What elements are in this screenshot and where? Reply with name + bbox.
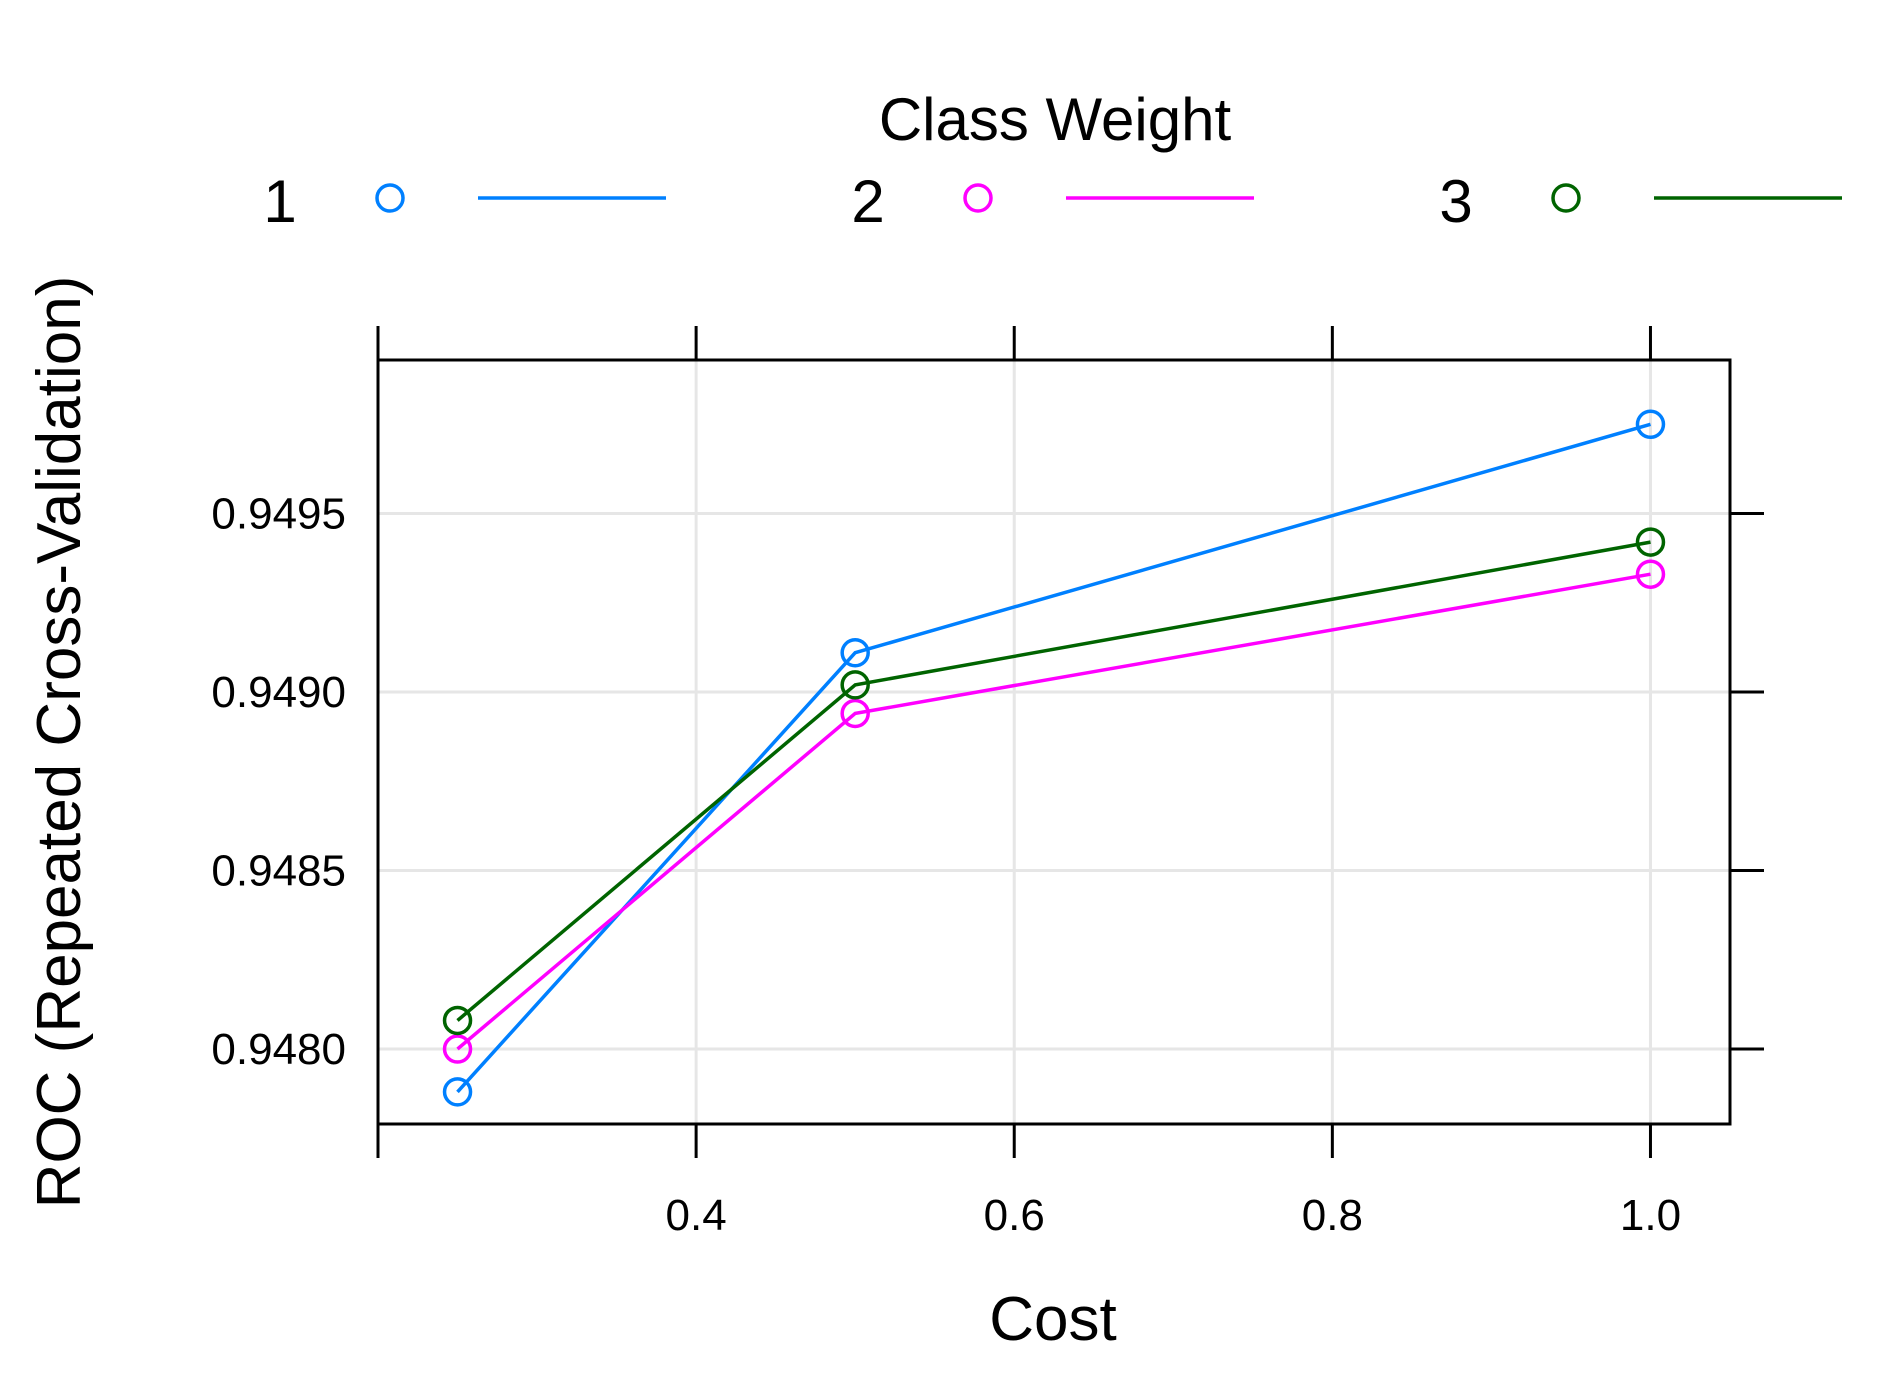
series-line-1	[456, 422, 1651, 1094]
y-tick-label: 0.9485	[211, 847, 346, 896]
y-tick-label: 0.9480	[211, 1025, 346, 1074]
legend: 1 2 3	[263, 168, 1842, 235]
legend-title: Class Weight	[879, 86, 1232, 153]
y-tick-label: 0.9490	[211, 668, 346, 717]
legend-label-3: 3	[1439, 168, 1472, 235]
point-series-2	[840, 698, 870, 729]
legend-label-2: 2	[851, 168, 884, 235]
legend-label-1: 1	[263, 168, 296, 235]
x-tick-label: 0.8	[1302, 1191, 1363, 1240]
point-series-1	[1635, 409, 1666, 440]
axes: 0.4 0.6 0.8 1.0 0.9480 0.9485 0.9490 0.9495	[211, 326, 1764, 1240]
series-line-2	[456, 572, 1651, 1051]
series-layer	[442, 409, 1666, 1107]
x-tick-label: 0.6	[984, 1191, 1045, 1240]
plot-frame	[376, 358, 1732, 1126]
y-tick-label: 0.9495	[211, 490, 346, 539]
y-axis-title: ROC (Repeated Cross-Validation)	[25, 276, 94, 1209]
legend-point-3	[1551, 183, 1581, 213]
x-tick-label: 1.0	[1620, 1191, 1681, 1240]
point-series-3	[1635, 527, 1666, 557]
x-axis-title: Cost	[989, 1285, 1116, 1354]
point-series-3	[840, 670, 870, 700]
legend-point-1	[375, 183, 405, 213]
point-series-1	[840, 637, 870, 668]
point-series-2	[442, 1034, 473, 1064]
x-tick-label: 0.4	[666, 1191, 727, 1240]
grid	[378, 360, 1730, 1124]
point-series-3	[442, 1005, 473, 1036]
legend-point-2	[963, 183, 993, 213]
series-line-3	[456, 540, 1651, 1022]
point-series-1	[442, 1077, 473, 1107]
point-series-2	[1635, 559, 1666, 589]
